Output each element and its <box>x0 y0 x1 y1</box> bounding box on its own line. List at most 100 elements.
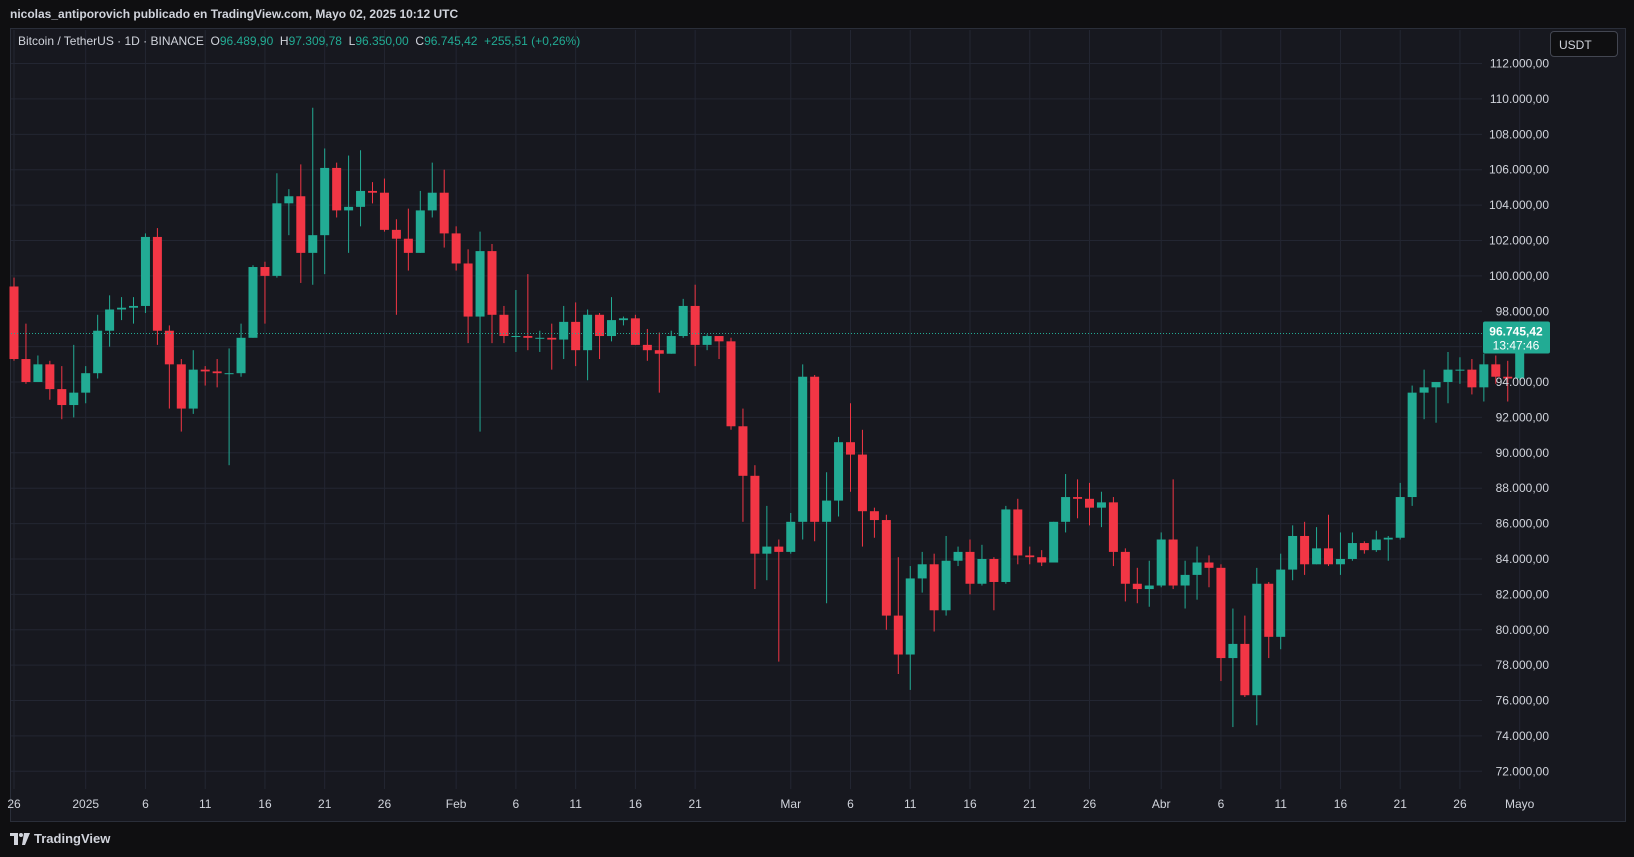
tradingview-logo-text: TradingView <box>34 831 111 846</box>
time-tick-label: 26 <box>378 797 392 811</box>
price-tick-label: 110.000,00 <box>1490 92 1549 106</box>
candle-body <box>308 235 318 253</box>
candle-body <box>547 337 557 340</box>
price-tick-label: 94.000,00 <box>1496 375 1550 389</box>
candle-body <box>642 344 652 351</box>
candle-body <box>1371 539 1381 551</box>
open-value: 96.489,90 <box>219 34 274 48</box>
candle-body <box>1132 583 1142 590</box>
price-tick-label: 90.000,00 <box>1496 446 1550 460</box>
candle-body <box>690 305 700 345</box>
price-tick-label: 84.000,00 <box>1496 552 1550 566</box>
publisher-text: nicolas_antiporovich publicado en Tradin… <box>10 7 459 21</box>
candle-body <box>1264 583 1274 637</box>
candle-body <box>1228 643 1238 659</box>
close-label: C <box>415 34 425 48</box>
candle-body <box>475 251 485 317</box>
candle-body <box>1491 364 1501 377</box>
time-tick-label: Abr <box>1152 797 1171 811</box>
candle-body <box>1515 337 1525 379</box>
candle-body <box>618 318 628 321</box>
candle-body <box>9 286 19 360</box>
candle-body <box>379 192 389 230</box>
candle-body <box>57 389 67 406</box>
candle-body <box>595 314 605 337</box>
candle-body <box>332 167 342 211</box>
low-value: 96.350,00 <box>355 34 409 48</box>
price-tick-label: 86.000,00 <box>1496 517 1550 531</box>
candle-body <box>941 560 951 611</box>
candle-body <box>368 190 377 193</box>
time-tick-label: 6 <box>142 797 149 811</box>
price-tick-label: 98.000,00 <box>1496 304 1550 318</box>
candle-body <box>463 263 473 317</box>
currency-button[interactable]: USDT <box>1550 31 1618 57</box>
time-axis[interactable]: 26 2025 6 11 16 21 26 Feb 6 11 16 21 Mar 6 11 16 21 26 Abr… <box>7 797 1534 811</box>
candle-body <box>403 238 413 253</box>
candle-body <box>1216 567 1226 659</box>
candle-body <box>1168 539 1178 586</box>
candle-body <box>1312 548 1322 565</box>
candle-body <box>284 196 294 204</box>
price-tick-label: 92.000,00 <box>1496 410 1550 424</box>
candle-body <box>929 564 939 611</box>
candle-body <box>140 236 150 306</box>
time-tick-label: 16 <box>963 797 977 811</box>
time-tick-label: 16 <box>258 797 272 811</box>
time-tick-label: 21 <box>318 797 332 811</box>
candle-body <box>738 426 748 476</box>
current-price-badge <box>1483 321 1550 354</box>
candle-body <box>152 236 162 331</box>
tradingview-logo-icon <box>10 832 30 845</box>
tradingview-logo[interactable]: TradingView <box>10 831 110 846</box>
candle-body <box>774 546 784 552</box>
candle-body <box>272 203 282 276</box>
candle-body <box>188 369 198 409</box>
candle-body <box>1156 539 1166 586</box>
candle-body <box>1192 562 1202 575</box>
candle-body <box>1025 555 1035 558</box>
price-tick-label: 104.000,00 <box>1489 198 1549 212</box>
candle-body <box>1383 537 1393 540</box>
candle-body <box>344 206 354 211</box>
price-tick-label: 80.000,00 <box>1496 623 1550 637</box>
candle-body <box>356 190 366 207</box>
time-tick-label: 11 <box>569 797 582 811</box>
current-price-text: 96.745,42 <box>1489 324 1543 338</box>
candle-body <box>762 546 772 554</box>
candle-body <box>810 376 820 522</box>
candle-body <box>1120 551 1130 584</box>
candle-body <box>666 336 676 354</box>
candle-body <box>69 392 79 406</box>
time-tick-label: 6 <box>513 797 520 811</box>
candle-body <box>1479 364 1489 388</box>
candle-body <box>1252 583 1262 696</box>
time-tick-label: 26 <box>7 797 21 811</box>
candle-body <box>869 511 879 521</box>
candle-body <box>1240 643 1250 696</box>
price-tick-label: 112.000,00 <box>1490 57 1549 71</box>
symbol-name[interactable]: Bitcoin / TetherUS · 1D · BINANCE <box>18 34 204 48</box>
candle-body <box>822 500 832 522</box>
candle-body <box>1108 502 1118 552</box>
candle-body <box>1096 502 1106 508</box>
time-tick-label: 6 <box>847 797 854 811</box>
candle-body <box>1324 548 1333 565</box>
price-tick-label: 74.000,00 <box>1496 729 1550 743</box>
candle-body <box>296 196 306 253</box>
footer-bar <box>0 822 1634 857</box>
candle-body <box>702 336 712 345</box>
time-tick-label: 26 <box>1083 797 1097 811</box>
candles-layer <box>9 107 1537 728</box>
candle-body <box>1407 392 1417 498</box>
candle-body <box>571 321 581 351</box>
candle-body <box>391 229 401 239</box>
price-axis[interactable]: 72.000,00 74.000,00 76.000,00 78.000,00 80.0… <box>1489 57 1549 779</box>
candle-body <box>1359 543 1369 551</box>
candle-body <box>583 314 593 351</box>
candle-body <box>750 475 760 554</box>
candle-body <box>1431 382 1441 388</box>
time-tick-label: 26 <box>1453 797 1467 811</box>
candle-body <box>1335 558 1345 565</box>
